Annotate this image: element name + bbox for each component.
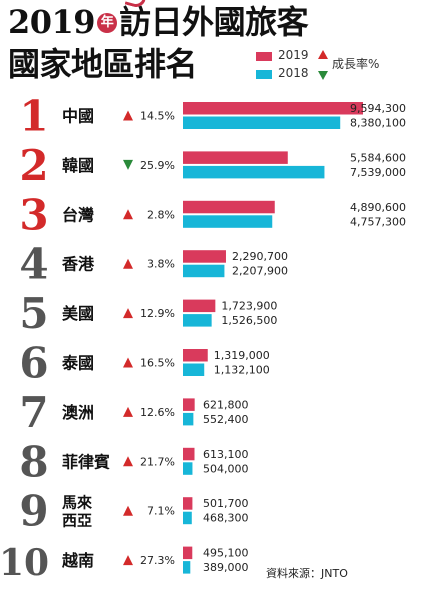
category-label: 中國: [62, 107, 94, 126]
category-label: 馬來: [62, 494, 92, 512]
value-label-2019: 1,723,900: [221, 300, 277, 313]
rank-number: 3: [19, 190, 48, 239]
growth-up-triangle-icon: [123, 209, 133, 220]
growth-value: 7.1%: [147, 505, 175, 518]
rank-number: 8: [19, 437, 48, 486]
growth-value: 27.3%: [140, 554, 175, 567]
legend-label-2019: 2019: [278, 48, 309, 62]
category-label: 西亞: [62, 512, 92, 530]
legend-down-triangle-icon: [318, 71, 328, 80]
value-label-2019: 5,584,600: [350, 151, 406, 164]
bar-2018: [183, 215, 273, 228]
rank-number: 2: [19, 141, 48, 190]
year-mark-badge: 年: [97, 12, 118, 33]
value-label-2019: 9,594,300: [350, 102, 406, 115]
rank-number: 9: [19, 487, 48, 536]
category-label: 韓國: [62, 156, 94, 175]
value-label-2019: 1,319,000: [214, 349, 270, 362]
category-label: 台灣: [62, 205, 94, 224]
value-label-2018: 468,300: [203, 512, 249, 525]
growth-up-triangle-icon: [123, 555, 133, 566]
title-year: 2019: [8, 3, 96, 41]
category-label: 菲律賓: [62, 452, 110, 471]
title-rest: 訪日外國旅客: [119, 3, 309, 41]
bar-2019: [183, 546, 193, 560]
bar-2019: [183, 299, 216, 313]
category-label: 越南: [61, 551, 94, 570]
bar-2019: [183, 250, 226, 263]
value-label-2018: 552,400: [203, 413, 249, 426]
growth-value: 2.8%: [147, 208, 175, 221]
value-label-2019: 4,890,600: [350, 201, 406, 214]
value-label-2019: 501,700: [203, 497, 249, 510]
growth-value: 16.5%: [140, 357, 175, 370]
chart-title-line2: 國家地區排名: [8, 45, 198, 83]
bar-2019: [183, 102, 363, 115]
category-label: 美國: [62, 304, 94, 323]
value-label-2018: 2,207,900: [232, 265, 288, 278]
value-label-2019: 621,800: [203, 398, 249, 411]
bar-2019: [183, 349, 208, 362]
category-label: 香港: [61, 255, 95, 274]
chart-title-line1: 2019 年訪日外國旅客: [8, 0, 309, 42]
bar-2018: [183, 561, 191, 574]
value-label-2019: 613,100: [203, 448, 249, 461]
rank-number: 7: [19, 388, 48, 437]
growth-value: 12.6%: [140, 406, 175, 419]
category-label: 澳洲: [62, 403, 94, 422]
rank-number: 4: [19, 240, 48, 289]
bar-2018: [183, 462, 193, 475]
growth-up-triangle-icon: [123, 308, 133, 319]
growth-down-triangle-icon: [123, 159, 133, 170]
source-note: 資料來源：JNTO: [266, 567, 348, 580]
bar-2018: [183, 511, 192, 525]
growth-value: 12.9%: [140, 307, 175, 320]
value-label-2019: 2,290,700: [232, 250, 288, 263]
legend-label-2018: 2018: [278, 66, 309, 80]
value-label-2018: 1,132,100: [214, 364, 270, 377]
bar-2019: [183, 497, 193, 510]
rank-number: 1: [19, 92, 48, 141]
bar-2018: [183, 116, 341, 129]
growth-value: 21.7%: [140, 455, 175, 468]
growth-value: 3.8%: [147, 258, 175, 271]
bar-2019: [183, 200, 275, 214]
value-label-2018: 8,380,100: [350, 117, 406, 130]
value-label-2018: 1,526,500: [221, 314, 277, 327]
legend-swatch-2018: [256, 70, 272, 79]
growth-up-triangle-icon: [123, 505, 133, 516]
legend-up-triangle-icon: [318, 50, 328, 59]
growth-up-triangle-icon: [123, 406, 133, 417]
bar-2018: [183, 165, 325, 179]
growth-up-triangle-icon: [123, 357, 133, 368]
growth-value: 25.9%: [140, 159, 175, 172]
value-label-2019: 495,100: [203, 547, 249, 560]
rank-number: 5: [19, 289, 48, 338]
bar-2019: [183, 151, 288, 164]
bar-2019: [183, 447, 195, 461]
value-label-2018: 4,757,300: [350, 215, 406, 228]
bar-2019: [183, 398, 195, 411]
category-label: 泰國: [61, 354, 94, 373]
bar-2018: [183, 363, 205, 376]
bar-2018: [183, 264, 225, 278]
growth-up-triangle-icon: [123, 456, 133, 467]
growth-up-triangle-icon: [123, 110, 133, 121]
rank-number: 10: [0, 542, 49, 584]
legend-growth-label: 成長率%: [332, 57, 380, 71]
growth-value: 14.5%: [140, 110, 175, 123]
value-label-2018: 7,539,000: [350, 166, 406, 179]
value-label-2018: 504,000: [203, 462, 249, 475]
rank-number: 6: [19, 339, 48, 388]
bar-2018: [183, 412, 194, 426]
legend-swatch-2019: [256, 52, 272, 61]
bar-2018: [183, 314, 212, 327]
value-label-2018: 389,000: [203, 561, 249, 574]
growth-up-triangle-icon: [123, 258, 133, 269]
